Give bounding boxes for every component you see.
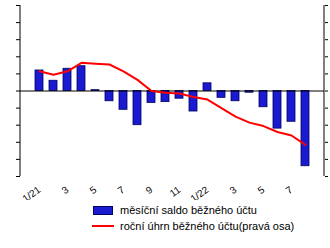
svg-text:3: 3 <box>60 184 71 196</box>
svg-text:11: 11 <box>168 184 183 199</box>
svg-text:7: 7 <box>116 184 127 196</box>
svg-text:5: 5 <box>88 184 99 196</box>
html-text:roční úhrn běžného účtu(pravá: roční úhrn běžného účtu(pravá osa) <box>120 220 295 232</box>
svg-text:1/21: 1/21 <box>20 184 43 200</box>
svg-text:5: 5 <box>256 184 267 196</box>
svg-text:9: 9 <box>144 184 155 196</box>
svg-text:3: 3 <box>228 184 239 196</box>
html-text:měsíční saldo běžného účtu: měsíční saldo běžného účtu <box>120 204 257 216</box>
svg-text:7: 7 <box>284 184 295 196</box>
svg-text:1/22: 1/22 <box>188 184 211 200</box>
